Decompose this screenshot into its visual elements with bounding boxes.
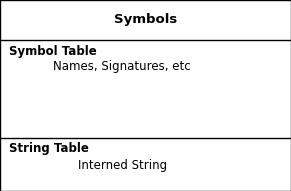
Text: Interned String: Interned String (78, 159, 167, 172)
Text: Symbol Table: Symbol Table (9, 45, 97, 58)
Text: Names, Signatures, etc: Names, Signatures, etc (54, 60, 191, 73)
Text: String Table: String Table (9, 142, 88, 155)
Text: Symbols: Symbols (114, 13, 177, 27)
